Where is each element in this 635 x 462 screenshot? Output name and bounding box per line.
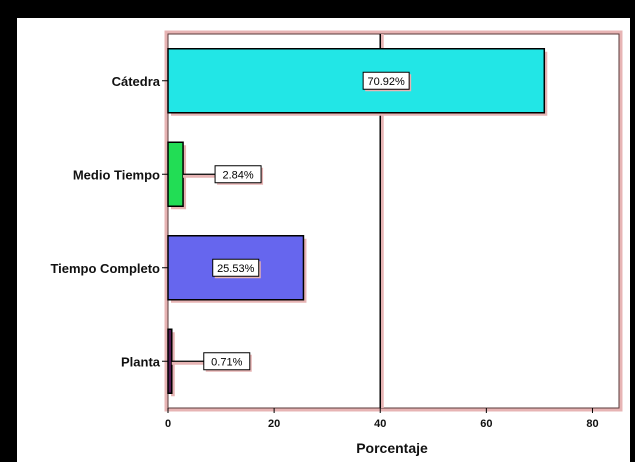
- x-tick-label: 20: [268, 418, 280, 430]
- data-labels: 70.92% 2.84% 25.53% 0.71%: [171, 71, 412, 372]
- bar-2: [167, 141, 184, 207]
- x-tick-label: 0: [165, 418, 171, 430]
- category-label: Planta: [121, 354, 161, 369]
- category-labels: Cátedra Medio Tiempo Tiempo Completo Planta: [50, 74, 168, 369]
- bar-4: [167, 328, 173, 394]
- bar-1: [167, 48, 546, 114]
- plot-border: [167, 33, 620, 409]
- label-box: [212, 258, 260, 277]
- category-label: Tiempo Completo: [50, 261, 160, 276]
- category-label: Cátedra: [112, 74, 161, 89]
- label-box: [362, 71, 410, 90]
- x-tick-label: 60: [480, 418, 492, 430]
- plot-border-outer: [164, 30, 623, 412]
- data-label: 70.92%: [367, 76, 405, 88]
- x-axis-title: Porcentaje: [356, 440, 428, 456]
- category-label: Medio Tiempo: [73, 167, 160, 182]
- bars: [167, 48, 548, 397]
- x-axis: 0 20 40 60 80: [165, 408, 599, 430]
- x-tick-label: 80: [586, 418, 598, 430]
- data-label: 25.53%: [217, 263, 255, 275]
- label-box: [214, 165, 262, 184]
- x-tick-label: 40: [374, 418, 386, 430]
- data-label: 0.71%: [211, 356, 242, 368]
- data-label: 2.84%: [222, 169, 253, 181]
- label-box: [203, 352, 251, 371]
